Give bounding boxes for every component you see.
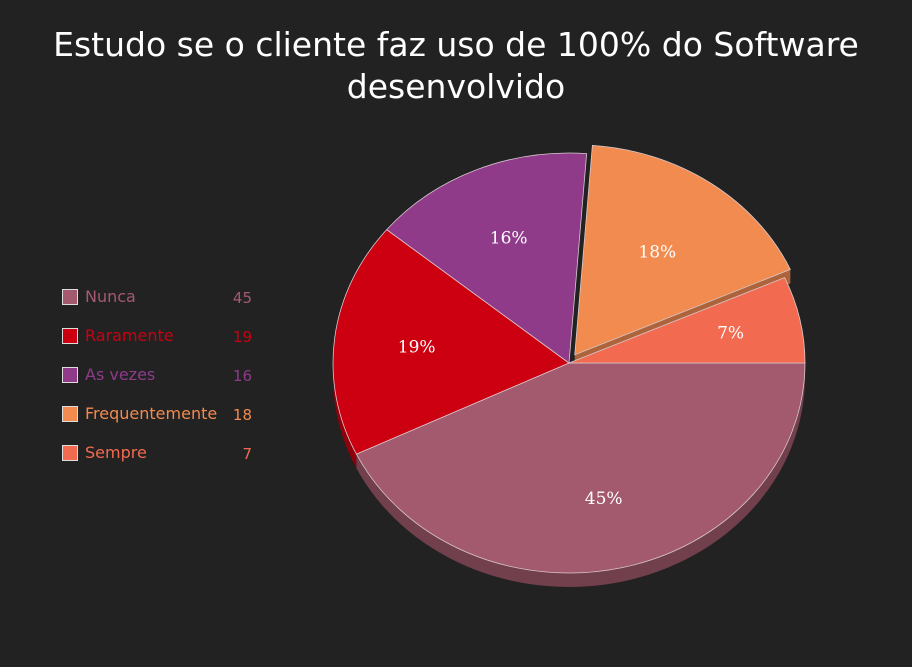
pie-label-raramente: 19% xyxy=(398,338,436,358)
pie-slice-nunca[interactable] xyxy=(355,362,806,574)
pie-label-frequentemente: 18% xyxy=(638,242,676,262)
legend-item-as-vezes[interactable]: As vezes 16 xyxy=(62,362,252,401)
legend-swatch xyxy=(62,367,78,383)
pie-slice-frequentemente[interactable] xyxy=(574,144,791,356)
legend-item-raramente[interactable]: Raramente 19 xyxy=(62,323,252,362)
pie-label-nunca: 45% xyxy=(585,489,623,509)
pie-slice-raramente[interactable] xyxy=(332,229,570,455)
legend-swatch xyxy=(62,328,78,344)
pie-label-sempre: 7% xyxy=(717,323,744,343)
legend-label: Nunca xyxy=(85,287,136,306)
legend-value: 7 xyxy=(242,445,252,463)
chart-title-line-2: desenvolvido xyxy=(346,67,566,106)
legend-label: Raramente xyxy=(85,326,174,345)
legend: Nunca 45 Raramente 19 As vezes 16 Frequentemen… xyxy=(62,284,252,479)
chart-title-line-1: Estudo se o cliente faz uso de 100% do S… xyxy=(53,25,859,64)
legend-swatch xyxy=(62,406,78,422)
legend-value: 45 xyxy=(232,289,252,307)
legend-swatch xyxy=(62,289,78,305)
legend-label: As vezes xyxy=(85,365,156,384)
legend-item-frequentemente[interactable]: Frequentemente 18 xyxy=(62,401,252,440)
pie-slice-sempre[interactable] xyxy=(568,277,806,364)
pie-slice-as-vezes[interactable] xyxy=(386,152,588,364)
pie-wall-raramente xyxy=(333,363,357,469)
pie-label-as-vezes: 16% xyxy=(490,228,528,248)
legend-value: 18 xyxy=(232,406,252,424)
legend-value: 16 xyxy=(232,367,252,385)
legend-value: 19 xyxy=(232,328,252,346)
chart-title: Estudo se o cliente faz uso de 100% do S… xyxy=(0,24,912,108)
legend-swatch xyxy=(62,445,78,461)
legend-label: Frequentemente xyxy=(85,404,218,423)
legend-item-sempre[interactable]: Sempre 7 xyxy=(62,440,252,479)
legend-item-nunca[interactable]: Nunca 45 xyxy=(62,284,252,323)
legend-label: Sempre xyxy=(85,443,147,462)
